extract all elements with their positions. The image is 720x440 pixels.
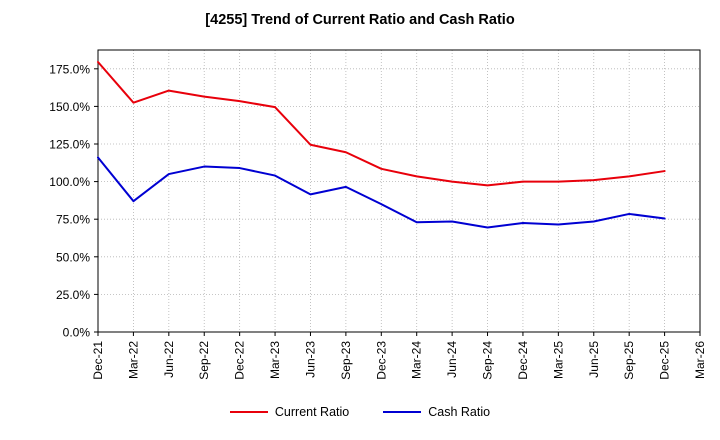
- x-axis-tick-label: Sep-22: [197, 341, 211, 380]
- x-axis-tick-label: Sep-24: [481, 341, 495, 380]
- x-axis-tick-label: Mar-23: [268, 341, 282, 379]
- legend-swatch-cash-ratio: [383, 411, 422, 413]
- x-axis-tick-label: Mar-24: [410, 341, 424, 379]
- y-axis-tick-label: 125.0%: [49, 138, 90, 152]
- legend-item-cash-ratio: Cash Ratio: [383, 405, 490, 419]
- x-axis-tick-label: Dec-23: [374, 341, 388, 380]
- y-axis-tick-label: 0.0%: [63, 326, 91, 340]
- plot-frame: [97, 49, 701, 333]
- series-line-current-ratio: [97, 61, 666, 187]
- y-axis-tick-label: 150.0%: [49, 100, 90, 114]
- x-axis-tick-label: Sep-25: [622, 341, 636, 380]
- x-axis-tick-label: Mar-25: [551, 341, 565, 379]
- series-line-cash-ratio: [97, 156, 666, 229]
- y-axis-tick-label: 50.0%: [56, 250, 90, 264]
- legend-label-cash-ratio: Cash Ratio: [428, 405, 491, 419]
- legend-label-current-ratio: Current Ratio: [274, 405, 350, 419]
- x-axis-tick-label: Dec-21: [91, 341, 105, 380]
- y-axis-tick-label: 25.0%: [56, 288, 90, 302]
- x-axis-tick-label: Sep-23: [339, 341, 353, 380]
- x-axis-tick-label: Jun-25: [587, 341, 601, 378]
- chart-legend: Current Ratio Cash Ratio: [0, 405, 720, 419]
- x-axis-tick-label: Jun-22: [162, 341, 176, 378]
- y-axis-tick-label: 100.0%: [49, 175, 90, 189]
- x-axis-tick-label: Mar-26: [693, 341, 707, 379]
- chart-title: [4255] Trend of Current Ratio and Cash R…: [205, 12, 515, 28]
- x-axis-tick-label: Jun-23: [303, 341, 317, 378]
- y-axis-tick-label: 175.0%: [49, 62, 90, 76]
- legend-item-current-ratio: Current Ratio: [229, 405, 350, 419]
- x-axis-tick-label: Dec-24: [516, 341, 530, 380]
- x-axis-tick-label: Dec-25: [658, 341, 672, 380]
- x-axis-tick-label: Dec-22: [233, 341, 247, 380]
- x-axis-tick-label: Jun-24: [445, 341, 459, 378]
- legend-swatch-current-ratio: [229, 411, 268, 413]
- y-axis-tick-label: 75.0%: [56, 213, 90, 227]
- x-axis-tick-label: Mar-22: [126, 341, 140, 379]
